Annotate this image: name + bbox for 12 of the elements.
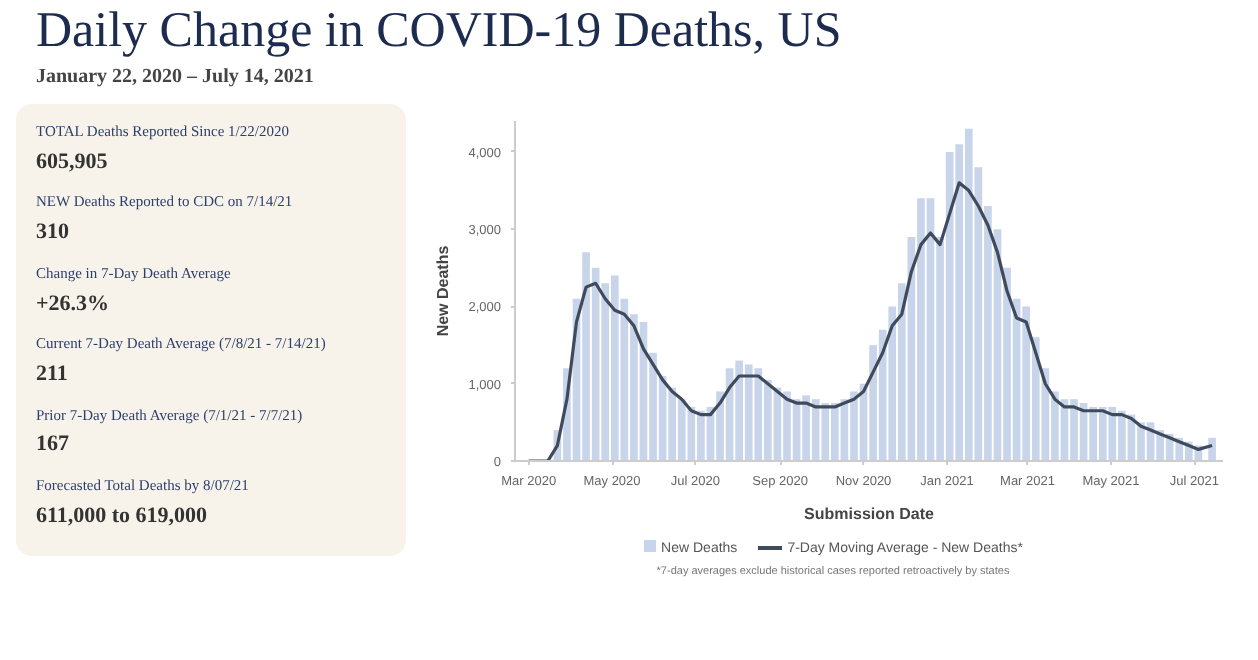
text: January 22, 2020 – July 14, 2021 [36, 64, 316, 92]
text: +26.3% [36, 289, 112, 320]
y-axis-title: New Deaths [434, 244, 453, 337]
text: 605,905 [36, 147, 110, 178]
text: 611,000 to 619,000 [36, 501, 210, 532]
text: 167 [36, 430, 71, 461]
line-series [527, 181, 1214, 461]
x-axis-title: Submission Date [804, 505, 935, 523]
text: 310 [36, 218, 71, 249]
text: 211 [36, 359, 70, 390]
text: Daily Change in COVID-19 Deaths, US [36, 4, 842, 60]
bar [1208, 437, 1216, 461]
